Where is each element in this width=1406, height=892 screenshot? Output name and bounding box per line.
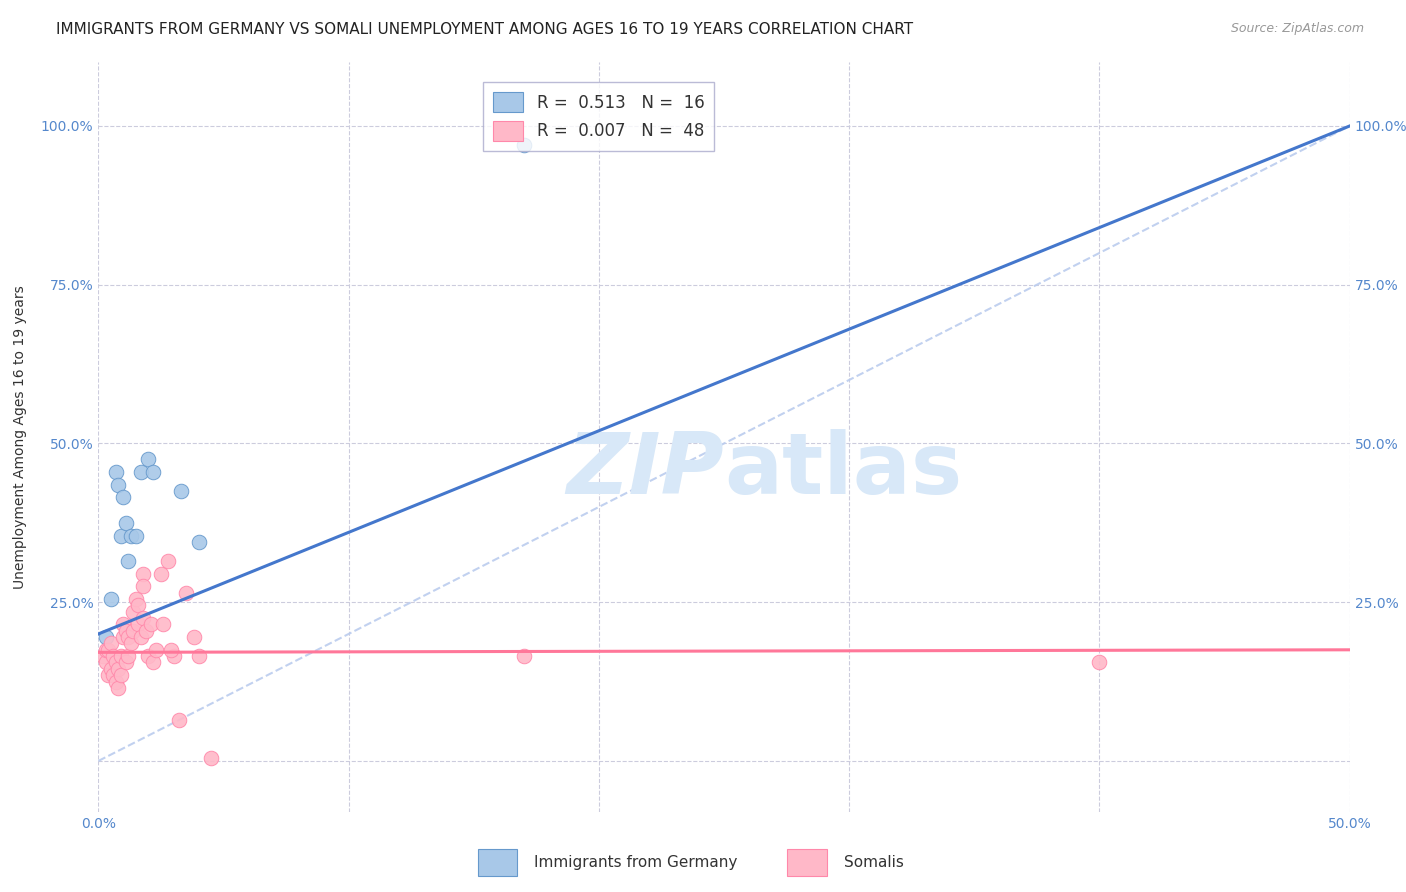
- Point: [1088, 656, 1111, 670]
- Point: [104, 656, 127, 670]
- Text: Source: ZipAtlas.com: Source: ZipAtlas.com: [1230, 22, 1364, 36]
- Text: Immigrants from Germany: Immigrants from Germany: [534, 855, 738, 870]
- Point: [110, 649, 132, 664]
- Point: [187, 534, 209, 549]
- Text: Somalis: Somalis: [844, 855, 904, 870]
- Point: [112, 491, 135, 505]
- Point: [107, 477, 129, 491]
- Y-axis label: Unemployment Among Ages 16 to 19 years: Unemployment Among Ages 16 to 19 years: [13, 285, 27, 589]
- Point: [183, 630, 205, 644]
- Point: [170, 484, 193, 499]
- Point: [132, 611, 155, 625]
- Point: [100, 592, 122, 607]
- Point: [138, 452, 160, 467]
- Point: [150, 566, 173, 581]
- Point: [115, 516, 138, 530]
- Point: [125, 528, 148, 542]
- Point: [110, 528, 132, 542]
- Point: [100, 636, 122, 650]
- Point: [513, 649, 536, 664]
- Point: [103, 649, 125, 664]
- Point: [107, 681, 129, 695]
- Point: [127, 617, 149, 632]
- Point: [127, 599, 149, 613]
- Point: [129, 630, 152, 644]
- Point: [125, 592, 148, 607]
- Text: ZIP: ZIP: [567, 429, 724, 512]
- Point: [513, 138, 536, 153]
- Point: [120, 528, 142, 542]
- Point: [97, 642, 120, 657]
- Point: [107, 662, 129, 676]
- Point: [117, 630, 139, 644]
- Point: [104, 465, 127, 479]
- Point: [145, 642, 167, 657]
- Legend: R =  0.513   N =  16, R =  0.007   N =  48: R = 0.513 N = 16, R = 0.007 N = 48: [484, 82, 714, 151]
- Point: [110, 668, 132, 682]
- Point: [100, 662, 122, 676]
- FancyBboxPatch shape: [478, 849, 517, 876]
- Point: [120, 636, 142, 650]
- Point: [132, 566, 155, 581]
- Point: [152, 617, 174, 632]
- Text: IMMIGRANTS FROM GERMANY VS SOMALI UNEMPLOYMENT AMONG AGES 16 TO 19 YEARS CORRELA: IMMIGRANTS FROM GERMANY VS SOMALI UNEMPL…: [56, 22, 914, 37]
- Point: [129, 465, 152, 479]
- Point: [117, 649, 139, 664]
- Point: [162, 649, 184, 664]
- Point: [135, 624, 157, 638]
- Point: [139, 617, 162, 632]
- Point: [122, 624, 145, 638]
- Point: [142, 656, 165, 670]
- Point: [160, 642, 183, 657]
- Point: [94, 656, 117, 670]
- Point: [112, 617, 135, 632]
- Point: [117, 554, 139, 568]
- Point: [112, 630, 135, 644]
- Point: [103, 668, 125, 682]
- Point: [94, 630, 117, 644]
- Point: [115, 656, 138, 670]
- Point: [132, 579, 155, 593]
- Point: [94, 642, 117, 657]
- Point: [157, 554, 180, 568]
- FancyBboxPatch shape: [787, 849, 827, 876]
- Point: [93, 649, 115, 664]
- Point: [115, 624, 138, 638]
- Point: [167, 713, 190, 727]
- Point: [138, 649, 160, 664]
- Text: atlas: atlas: [724, 429, 962, 512]
- Point: [122, 605, 145, 619]
- Point: [142, 465, 165, 479]
- Point: [97, 668, 120, 682]
- Point: [174, 585, 197, 599]
- Point: [104, 674, 127, 689]
- Point: [200, 750, 222, 764]
- Point: [187, 649, 209, 664]
